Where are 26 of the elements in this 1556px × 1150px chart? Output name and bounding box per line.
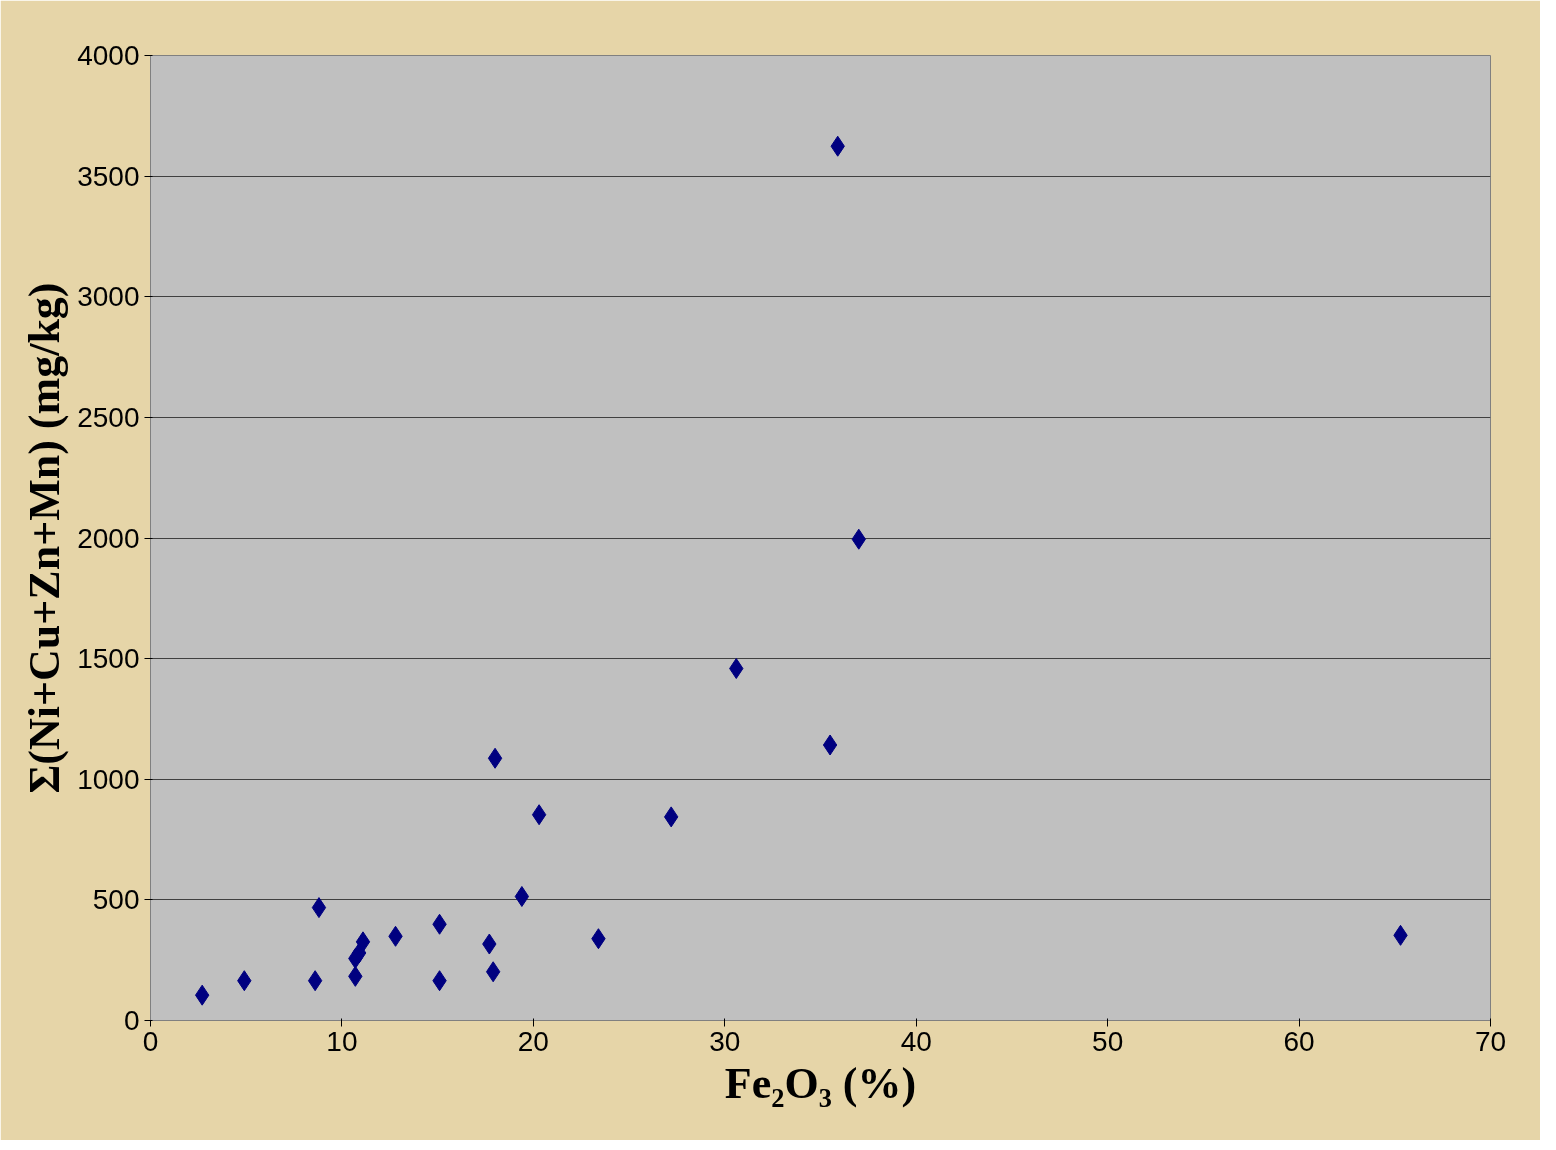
point bbox=[307, 970, 323, 992]
y-tick-label: 0 bbox=[123, 1005, 140, 1036]
x-tick-label: 30 bbox=[709, 1025, 741, 1057]
y-tick-label: 1500 bbox=[77, 643, 140, 675]
point bbox=[355, 931, 371, 953]
y-tick-label: 500 bbox=[92, 884, 140, 916]
x-tick-label: 40 bbox=[900, 1025, 932, 1057]
y-axis-title: Σ(Ni+Cu+Zn+Mn) (mg/kg) bbox=[20, 282, 70, 794]
y-tick-label: 4000 bbox=[77, 40, 140, 71]
point bbox=[514, 886, 530, 907]
y-tick-label: 2500 bbox=[77, 401, 140, 433]
x-tick-label: 10 bbox=[326, 1025, 358, 1057]
point bbox=[487, 747, 503, 769]
y-tick-label: 3000 bbox=[77, 281, 140, 313]
point bbox=[485, 961, 501, 983]
point bbox=[531, 804, 547, 826]
x-tick-label: 70 bbox=[1474, 1025, 1507, 1057]
y-tick-label: 1000 bbox=[77, 763, 140, 795]
x-tick-label: 60 bbox=[1283, 1025, 1315, 1057]
y-tick-label: 2000 bbox=[77, 522, 140, 554]
y-tick-label: 3500 bbox=[77, 160, 140, 192]
point bbox=[822, 734, 838, 756]
x-tick-label: 50 bbox=[1092, 1025, 1124, 1057]
x-axis-title: Fe₂O₃ (%) bbox=[724, 1058, 917, 1108]
point bbox=[311, 897, 327, 919]
x-tick-label: 20 bbox=[517, 1025, 549, 1057]
